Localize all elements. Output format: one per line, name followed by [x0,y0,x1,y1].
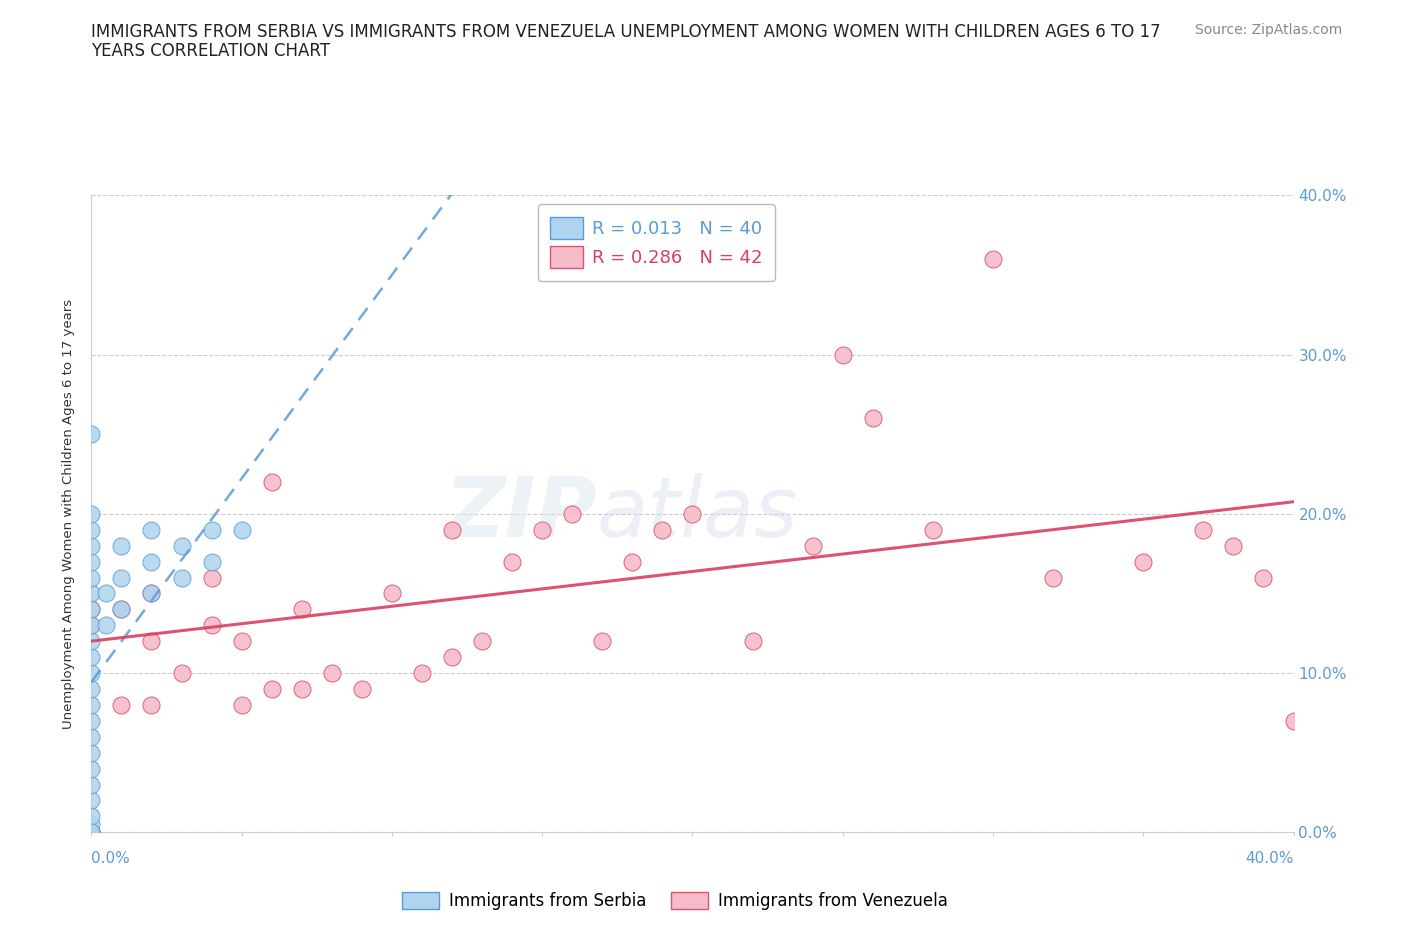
Point [80,761,103,776]
Point [96,586,118,601]
Point [80,618,103,632]
Point [80,682,103,697]
Point [170,570,193,585]
Text: ZIP: ZIP [444,473,596,554]
Text: YEARS CORRELATION CHART: YEARS CORRELATION CHART [91,42,330,60]
Point [591,634,613,649]
Point [80,809,103,824]
Point [80,698,103,712]
Text: 40.0%: 40.0% [1246,851,1294,866]
Point [170,666,193,681]
Point [922,523,945,538]
Point [531,523,554,538]
Point [1222,538,1244,553]
Point [141,554,163,569]
Point [621,554,644,569]
Point [231,698,253,712]
Point [80,634,103,649]
Point [80,666,103,681]
Point [801,538,824,553]
Point [110,698,132,712]
Point [80,745,103,760]
Point [80,586,103,601]
Legend: R = 0.013   N = 40, R = 0.286   N = 42: R = 0.013 N = 40, R = 0.286 N = 42 [537,205,775,281]
Point [831,347,853,362]
Point [110,602,132,617]
Point [80,825,103,840]
Point [80,777,103,792]
Point [80,618,103,632]
Point [80,506,103,521]
Text: 0.0%: 0.0% [91,851,131,866]
Point [561,506,583,521]
Point [440,650,463,665]
Point [141,523,163,538]
Point [80,523,103,538]
Point [201,523,224,538]
Point [1132,554,1154,569]
Point [862,411,884,426]
Point [141,586,163,601]
Point [80,427,103,442]
Point [440,523,463,538]
Text: IMMIGRANTS FROM SERBIA VS IMMIGRANTS FROM VENEZUELA UNEMPLOYMENT AMONG WOMEN WIT: IMMIGRANTS FROM SERBIA VS IMMIGRANTS FRO… [91,23,1161,41]
Point [231,523,253,538]
Point [1253,570,1275,585]
Point [291,602,314,617]
Point [981,251,1004,266]
Point [291,682,314,697]
Point [1192,523,1215,538]
Point [80,825,103,840]
Point [350,682,373,697]
Point [80,817,103,831]
Point [80,793,103,808]
Point [110,538,132,553]
Point [110,602,132,617]
Point [681,506,703,521]
Point [96,618,118,632]
Point [1282,713,1305,728]
Point [80,650,103,665]
Point [741,634,763,649]
Text: atlas: atlas [596,473,799,554]
Y-axis label: Unemployment Among Women with Children Ages 6 to 17 years: Unemployment Among Women with Children A… [62,299,76,729]
Point [1042,570,1064,585]
Point [80,554,103,569]
Point [201,554,224,569]
Point [80,825,103,840]
Point [260,682,283,697]
Point [80,713,103,728]
Point [141,698,163,712]
Point [471,634,494,649]
Point [80,825,103,840]
Point [80,602,103,617]
Point [80,602,103,617]
Point [201,618,224,632]
Point [80,538,103,553]
Point [321,666,343,681]
Legend: Immigrants from Serbia, Immigrants from Venezuela: Immigrants from Serbia, Immigrants from … [395,885,955,917]
Point [80,825,103,840]
Point [381,586,404,601]
Point [651,523,673,538]
Point [501,554,523,569]
Point [201,570,224,585]
Point [231,634,253,649]
Point [411,666,433,681]
Point [110,570,132,585]
Point [170,538,193,553]
Point [80,570,103,585]
Point [141,634,163,649]
Point [80,729,103,744]
Text: Source: ZipAtlas.com: Source: ZipAtlas.com [1195,23,1343,37]
Point [141,586,163,601]
Point [260,474,283,489]
